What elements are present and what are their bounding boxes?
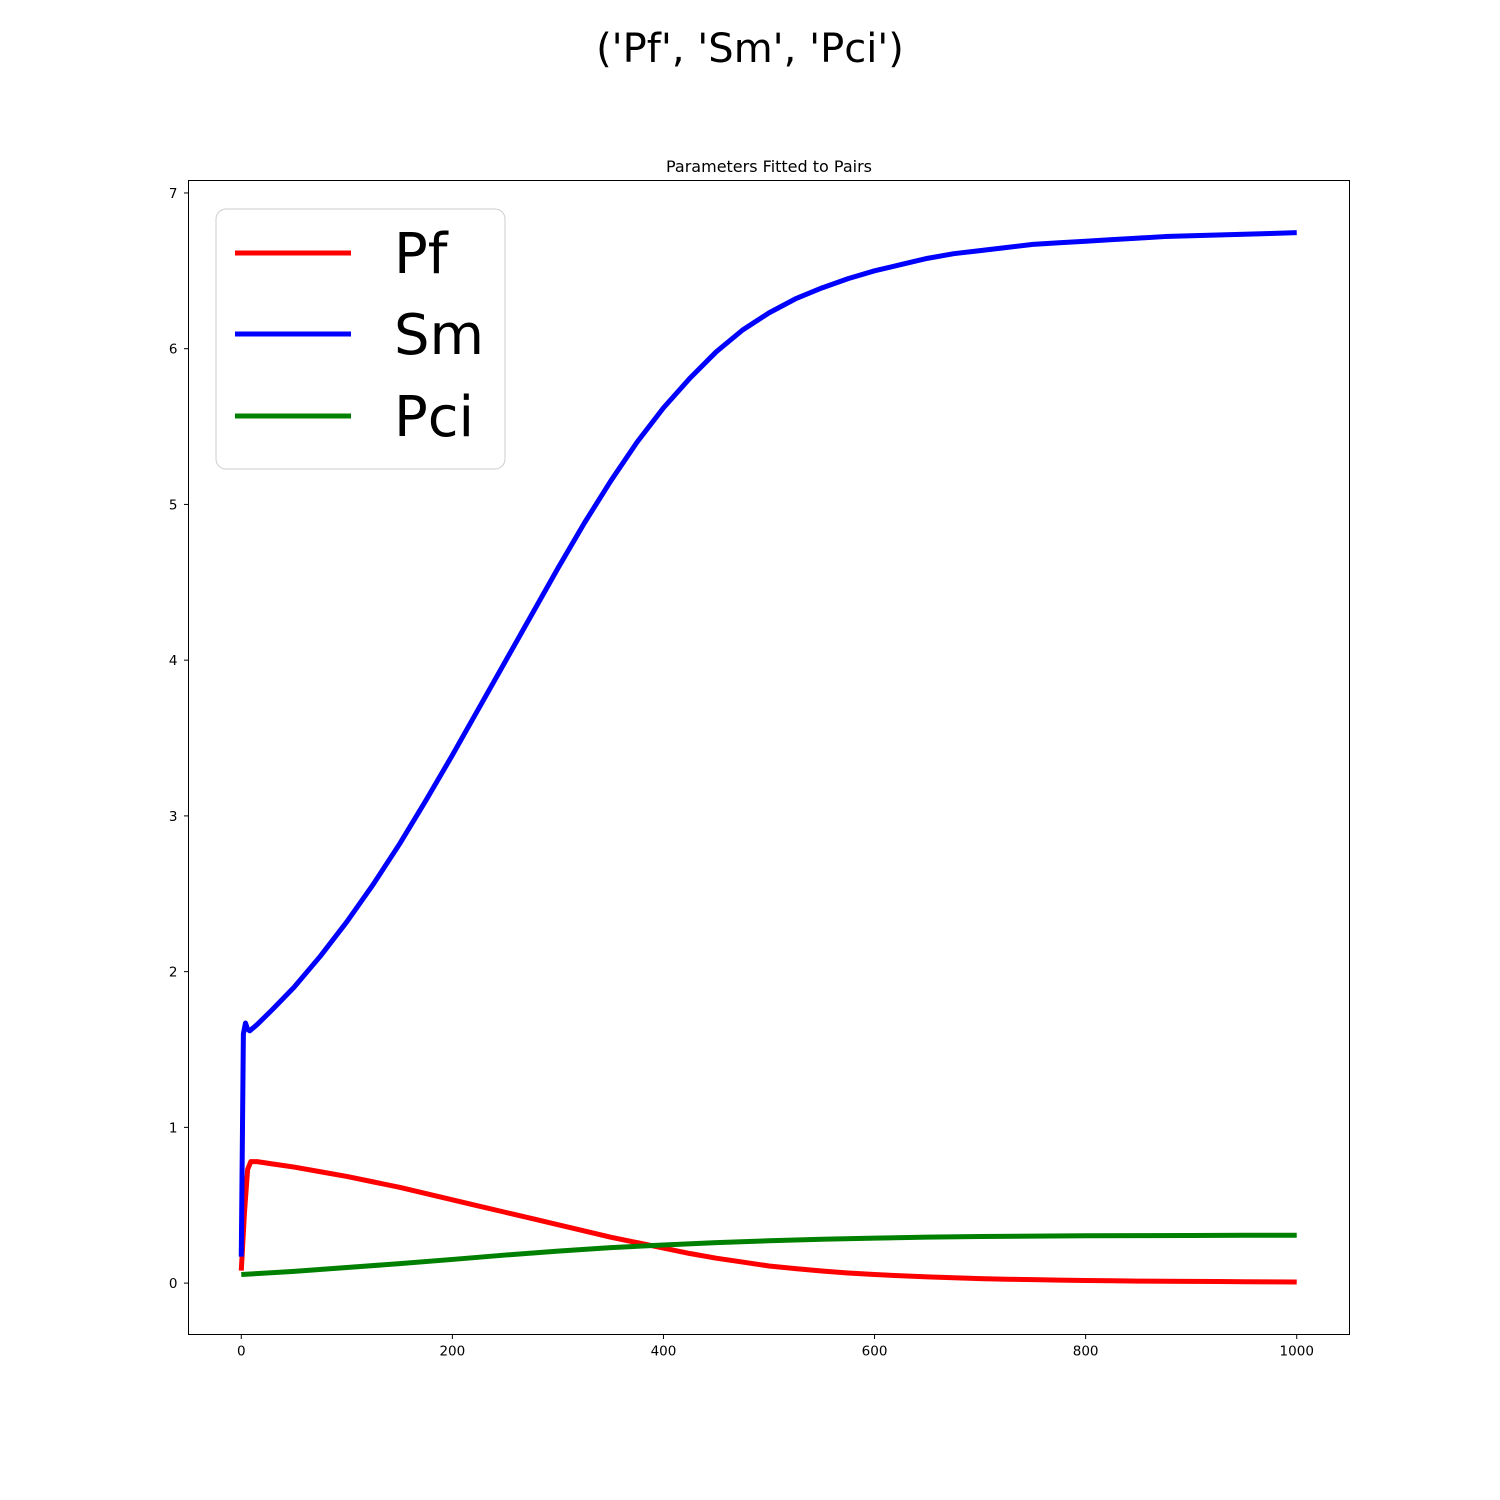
legend-item-pf: Pf (235, 222, 449, 287)
series-line-pci (241, 1232, 1297, 1278)
x-tick-label: 400 (651, 1344, 677, 1360)
x-axis-ticks: 0 200 400 600 800 1000 (237, 1334, 1314, 1360)
y-tick-label: 2 (169, 965, 178, 981)
series-line-sm (238, 230, 1297, 1257)
legend-frame (215, 208, 506, 470)
legend-label: Pf (394, 222, 449, 287)
y-axis-ticks: 0 1 2 3 4 5 6 7 (169, 186, 189, 1292)
figure-suptitle: ('Pf', 'Sm', 'Pci') (596, 26, 904, 72)
legend: Pf Sm Pci (215, 208, 506, 470)
x-tick-label: 200 (439, 1344, 465, 1360)
x-tick-label: 1000 (1280, 1344, 1314, 1360)
y-tick-label: 4 (169, 653, 178, 669)
legend-label: Sm (394, 303, 484, 368)
x-tick-label: 600 (862, 1344, 888, 1360)
y-tick-label: 0 (169, 1276, 178, 1292)
x-tick-label: 800 (1073, 1344, 1099, 1360)
legend-item-pci: Pci (235, 385, 474, 450)
x-tick-label: 0 (237, 1344, 246, 1360)
legend-items: Pf Sm Pci (235, 222, 484, 450)
y-tick-label: 3 (169, 809, 178, 825)
legend-label: Pci (394, 385, 474, 450)
series-layer (238, 230, 1297, 1285)
y-tick-label: 1 (169, 1120, 178, 1136)
y-tick-label: 5 (169, 497, 178, 513)
y-tick-label: 7 (169, 186, 178, 202)
chart-title: Parameters Fitted to Pairs (666, 157, 872, 176)
y-tick-label: 6 (169, 342, 178, 358)
series-line-pf (238, 1159, 1297, 1285)
legend-item-sm: Sm (235, 303, 484, 368)
